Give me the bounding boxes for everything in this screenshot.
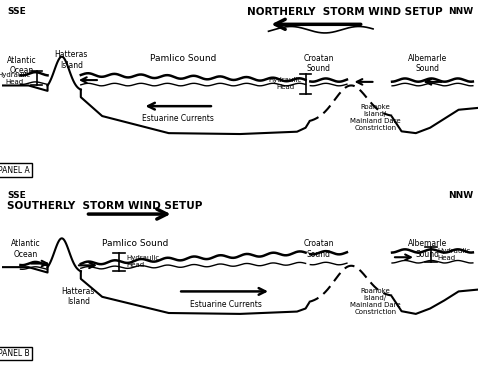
Text: Estuarine Currents: Estuarine Currents bbox=[190, 299, 262, 309]
Text: NNW: NNW bbox=[448, 191, 473, 200]
Text: Hydraulic
Head: Hydraulic Head bbox=[126, 255, 159, 268]
Text: Hatteras
Island: Hatteras Island bbox=[62, 287, 95, 306]
Text: Hydraulic
Head: Hydraulic Head bbox=[437, 248, 470, 261]
Text: Hatteras
Island: Hatteras Island bbox=[55, 50, 88, 70]
Text: Croatan
Sound: Croatan Sound bbox=[303, 54, 334, 73]
Text: NNW: NNW bbox=[448, 7, 473, 16]
Text: Roanoke
Island/
Mainland Dare
Constriction: Roanoke Island/ Mainland Dare Constricti… bbox=[350, 288, 401, 315]
Text: Atlantic
Ocean: Atlantic Ocean bbox=[7, 56, 36, 75]
Text: Hydraulic
Head: Hydraulic Head bbox=[268, 77, 302, 90]
Text: SSE: SSE bbox=[7, 191, 26, 200]
Text: Estuarine Currents: Estuarine Currents bbox=[142, 114, 214, 123]
Text: Pamlico Sound: Pamlico Sound bbox=[150, 54, 216, 63]
Text: Hydraulic
Head: Hydraulic Head bbox=[0, 72, 31, 85]
Text: PANEL A: PANEL A bbox=[0, 166, 30, 174]
Text: Albemarle
Sound: Albemarle Sound bbox=[408, 54, 447, 73]
Text: Albemarle
Sound: Albemarle Sound bbox=[408, 239, 447, 259]
Text: SOUTHERLY  STORM WIND SETUP: SOUTHERLY STORM WIND SETUP bbox=[7, 201, 203, 211]
Text: NORTHERLY  STORM WIND SETUP: NORTHERLY STORM WIND SETUP bbox=[247, 7, 443, 17]
Text: Croatan
Sound: Croatan Sound bbox=[303, 239, 334, 259]
Text: Atlantic
Ocean: Atlantic Ocean bbox=[12, 239, 41, 259]
Text: PANEL B: PANEL B bbox=[0, 349, 30, 358]
Text: SSE: SSE bbox=[7, 7, 26, 16]
Text: Pamlico Sound: Pamlico Sound bbox=[102, 239, 168, 248]
Text: Roanoke
Island/
Mainland Dare
Constriction: Roanoke Island/ Mainland Dare Constricti… bbox=[350, 104, 401, 131]
